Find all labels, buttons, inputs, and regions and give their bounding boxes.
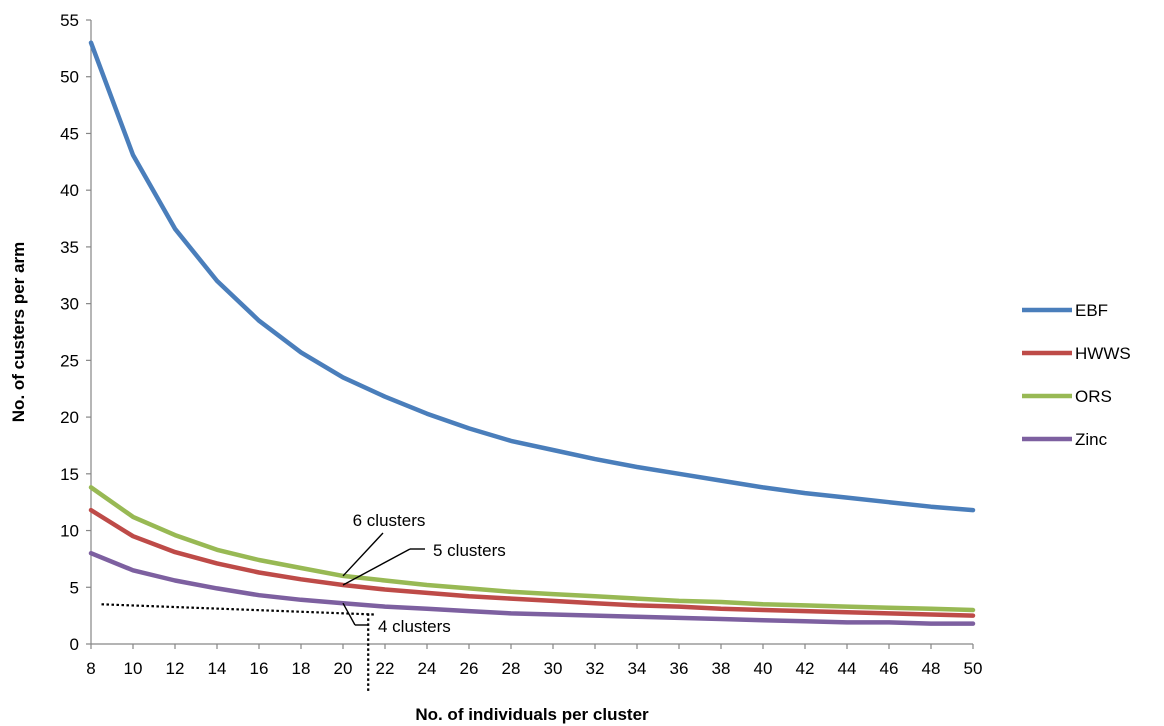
y-tick-label: 35	[60, 238, 79, 257]
x-tick-label: 12	[166, 659, 185, 678]
y-tick-label: 20	[60, 408, 79, 427]
annotation-6-clusters: 6 clusters	[353, 511, 426, 530]
x-tick-label: 42	[796, 659, 815, 678]
x-tick-label: 44	[838, 659, 857, 678]
x-tick-label: 24	[418, 659, 437, 678]
x-axis-title: No. of individuals per cluster	[415, 705, 649, 724]
y-tick-label: 25	[60, 351, 79, 370]
annotation-leader-line	[342, 548, 411, 586]
y-tick-label: 55	[60, 11, 79, 30]
series-line-ebf	[88, 40, 976, 513]
x-tick-label: 38	[712, 659, 731, 678]
x-ticks: 8 10 12 14 16 18 20 22 24 26 28 30 32 34 36 38 40 42 44 46 4…	[86, 644, 982, 678]
annotation-leader-line	[342, 602, 356, 626]
x-tick-label: 40	[754, 659, 773, 678]
y-tick-label: 40	[60, 181, 79, 200]
x-tick-label: 16	[250, 659, 269, 678]
x-tick-label: 30	[544, 659, 563, 678]
legend-label-ebf: EBF	[1075, 301, 1108, 320]
reference-lines	[101, 603, 375, 692]
annotation-4-clusters: 4 clusters	[378, 617, 451, 636]
x-tick-label: 14	[208, 659, 227, 678]
y-ticks: 0 5 10 15 20 25 30 35 40 45 50 55	[60, 11, 91, 654]
annotations: 6 clusters 5 clusters 4 clusters	[342, 511, 506, 636]
y-axis-title: No. of custers per arm	[9, 242, 28, 422]
x-tick-label: 20	[334, 659, 353, 678]
annotation-leader-line	[342, 532, 384, 577]
x-tick-label: 10	[124, 659, 143, 678]
legend: EBF HWWS ORS Zinc	[1022, 301, 1131, 449]
series-line-ors	[88, 485, 976, 613]
y-tick-label: 0	[70, 635, 79, 654]
x-tick-label: 22	[376, 659, 395, 678]
x-tick-label: 18	[292, 659, 311, 678]
series-line-zinc	[88, 550, 976, 626]
x-tick-label: 8	[86, 659, 95, 678]
y-tick-label: 5	[70, 578, 79, 597]
y-tick-label: 50	[60, 68, 79, 87]
x-tick-label: 46	[880, 659, 899, 678]
x-tick-label: 34	[628, 659, 647, 678]
legend-label-zinc: Zinc	[1075, 430, 1108, 449]
legend-label-ors: ORS	[1075, 387, 1112, 406]
x-tick-label: 28	[502, 659, 521, 678]
plot-area: 0 5 10 15 20 25 30 35 40 45 50 55 8 10 12 14 16 18 20 22 24…	[60, 11, 982, 692]
x-tick-label: 32	[586, 659, 605, 678]
x-tick-label: 36	[670, 659, 689, 678]
legend-label-hwws: HWWS	[1075, 344, 1131, 363]
series-line-hwws	[88, 507, 976, 618]
y-tick-label: 30	[60, 295, 79, 314]
y-tick-label: 10	[60, 522, 79, 541]
x-tick-label: 50	[964, 659, 983, 678]
y-tick-label: 45	[60, 124, 79, 143]
y-tick-label: 15	[60, 465, 79, 484]
dotted-reference-line	[101, 603, 375, 616]
x-tick-label: 48	[922, 659, 941, 678]
x-tick-label: 26	[460, 659, 479, 678]
series-lines	[88, 40, 976, 626]
annotation-5-clusters: 5 clusters	[433, 541, 506, 560]
